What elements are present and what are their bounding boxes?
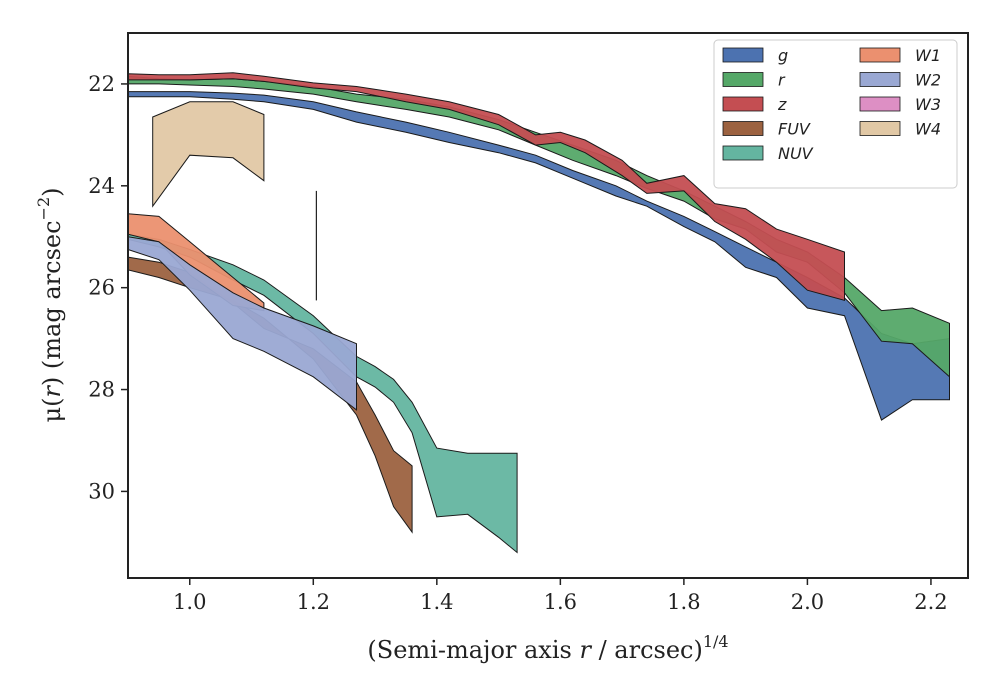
plot-frame bbox=[127, 32, 969, 579]
legend-label-nuv: NUV bbox=[778, 144, 814, 163]
y-axis: 22 24 26 28 30 bbox=[88, 72, 128, 503]
x-tick-label: 1.0 bbox=[173, 590, 206, 614]
y-tick-label: 28 bbox=[88, 378, 115, 402]
series-band-z bbox=[127, 72, 845, 302]
y-axis-label: μ(r) (mag arcsec−2) bbox=[34, 187, 66, 422]
x-axis-label: (Semi-major axis r / arcsec)1/4 bbox=[367, 632, 728, 664]
legend-swatch-w3 bbox=[859, 96, 901, 112]
series-band-nuv bbox=[127, 233, 518, 554]
series-band-w4 bbox=[152, 101, 265, 208]
legend-label-r: r bbox=[778, 71, 786, 90]
legend-label-w3: W3 bbox=[915, 95, 941, 114]
legend-swatch-z bbox=[722, 96, 764, 112]
x-axis: 1.0 1.2 1.4 1.6 1.8 2.0 2.2 bbox=[173, 578, 948, 614]
legend-label-w4: W4 bbox=[915, 120, 941, 139]
legend-swatch-nuv bbox=[722, 145, 764, 161]
x-tick-label: 1.6 bbox=[544, 590, 577, 614]
legend-swatch-w1 bbox=[859, 47, 901, 63]
legend-swatch-r bbox=[722, 72, 764, 87]
legend-swatch-fuv bbox=[722, 121, 764, 136]
y-tick-label: 22 bbox=[88, 72, 115, 96]
legend-label-w1: W1 bbox=[915, 46, 941, 65]
legend-label-g: g bbox=[778, 46, 788, 65]
y-tick-label: 26 bbox=[88, 276, 115, 300]
x-tick-label: 1.4 bbox=[420, 590, 453, 614]
series-band-w2 bbox=[127, 236, 357, 411]
legend-label-fuv: FUV bbox=[778, 120, 811, 139]
y-tick-label: 24 bbox=[88, 174, 115, 198]
x-tick-label: 2.2 bbox=[914, 590, 947, 614]
x-tick-label: 1.2 bbox=[297, 590, 330, 614]
legend-label-z: z bbox=[777, 95, 787, 114]
x-tick-label: 2.0 bbox=[791, 590, 824, 614]
series-bands bbox=[127, 72, 950, 554]
legend-label-w2: W2 bbox=[915, 71, 941, 90]
legend: grz FUV NUV W1 W2 W3 W4 bbox=[713, 39, 958, 189]
x-tick-label: 1.8 bbox=[667, 590, 700, 614]
y-tick-label: 30 bbox=[88, 479, 115, 503]
legend-swatch-w4 bbox=[859, 121, 901, 136]
legend-swatch-w2 bbox=[859, 72, 901, 87]
series-band-g bbox=[127, 91, 950, 421]
legend-swatch-g bbox=[722, 47, 764, 63]
